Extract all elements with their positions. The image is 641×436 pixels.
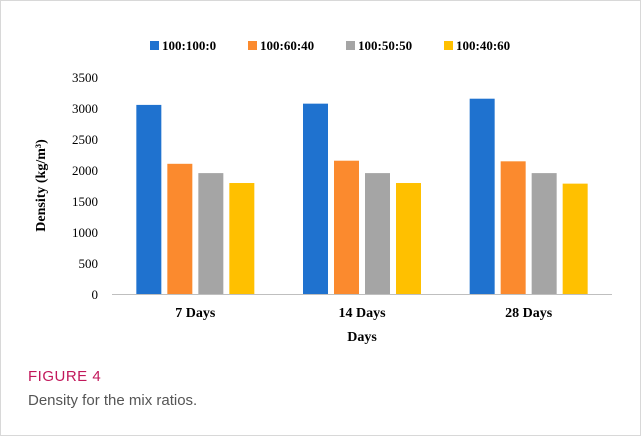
x-category-label: 28 Days — [505, 306, 553, 321]
figure-caption: Density for the mix ratios. — [28, 392, 198, 409]
legend-swatch-2 — [346, 41, 355, 50]
legend-swatch-1 — [248, 41, 257, 50]
y-tick-label: 2500 — [72, 132, 98, 147]
legend-swatch-0 — [150, 41, 159, 50]
y-tick-label: 2000 — [72, 163, 98, 178]
y-tick-label: 3500 — [72, 70, 98, 85]
bar-100-60-40-14-days — [334, 160, 359, 294]
bar-100-60-40-7-days — [167, 163, 193, 294]
y-axis-ticks: 0 500 1000 1500 2000 2500 3000 3500 — [72, 70, 98, 302]
y-axis-title: Density (kg/m³) — [34, 139, 49, 232]
bar-100-50-50-14-days — [365, 173, 390, 294]
y-tick-label: 3000 — [72, 101, 98, 116]
legend-label-2: 100:50:50 — [358, 38, 412, 53]
figure-label: FIGURE 4 — [28, 368, 102, 385]
x-category-label: 7 Days — [175, 306, 216, 321]
bar-100-100-0-7-days — [136, 104, 162, 295]
y-tick-label: 1500 — [72, 194, 98, 209]
x-axis-title: Days — [347, 330, 377, 345]
legend-swatch-3 — [444, 41, 453, 50]
bar-100-40-60-7-days — [229, 183, 255, 294]
x-category-label: 14 Days — [338, 306, 386, 321]
bar-100-100-0-14-days — [303, 103, 328, 294]
density-bar-chart: 100:100:0 100:60:40 100:50:50 100:40:60 0 50… — [34, 38, 612, 345]
legend-label-3: 100:40:60 — [456, 38, 510, 53]
bar-100-60-40-28-days — [500, 161, 526, 294]
bar-100-50-50-7-days — [198, 173, 224, 294]
y-tick-label: 500 — [79, 256, 99, 271]
legend-label-1: 100:60:40 — [260, 38, 314, 53]
y-tick-label: 0 — [92, 287, 99, 302]
bar-100-50-50-28-days — [531, 173, 557, 294]
bar-100-40-60-28-days — [562, 183, 588, 294]
bars-group — [136, 98, 588, 295]
legend-label-0: 100:100:0 — [162, 38, 216, 53]
x-axis-categories: 7 Days 14 Days 28 Days — [175, 306, 552, 321]
chart-legend: 100:100:0 100:60:40 100:50:50 100:40:60 — [150, 38, 510, 53]
y-tick-label: 1000 — [72, 225, 98, 240]
bar-100-100-0-28-days — [469, 98, 495, 294]
bar-100-40-60-14-days — [396, 183, 421, 294]
